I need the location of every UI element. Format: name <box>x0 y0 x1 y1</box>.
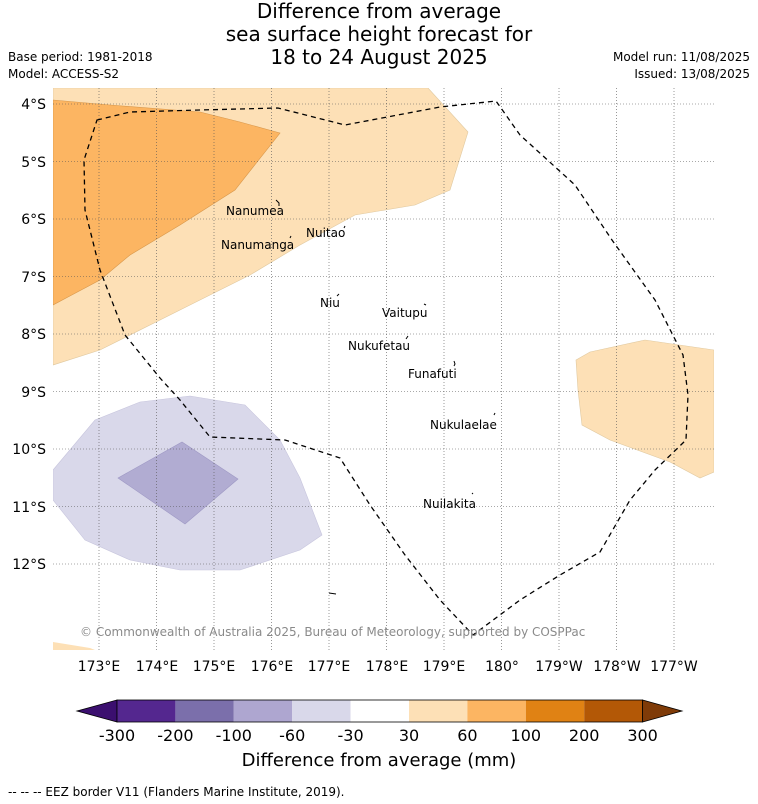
lon-label-177w: 177°W <box>650 659 698 675</box>
colorbar-tick-5: -30 <box>338 726 364 745</box>
colorbar-tick-10: 300 <box>627 726 658 745</box>
colorbar-tick-7: 60 <box>457 726 477 745</box>
island-label-nanumea: Nanumea <box>226 204 284 218</box>
model-run: Model run: 11/08/2025 <box>612 50 750 64</box>
lon-label-178w: 178°W <box>593 659 641 675</box>
vaitupu-island-marker <box>423 303 427 306</box>
lon-label-175e: 175°E <box>193 659 236 675</box>
lat-label-5s: 5°S <box>21 155 46 171</box>
eez-footnote: -- -- -- EEZ border V11 (Flanders Marine… <box>8 785 345 799</box>
map-title: Difference from average sea surface heig… <box>0 0 758 69</box>
funafuti-island-marker <box>453 360 456 367</box>
colorbar-bin-2 <box>175 700 234 722</box>
anomaly-neg60-region <box>117 441 239 525</box>
nukulaelae-island-marker <box>493 412 496 416</box>
colorbar-bin-1 <box>117 700 176 722</box>
lat-label-9s: 9°S <box>21 385 46 401</box>
colorbar-bin-5 <box>350 700 409 722</box>
small-reef-marker <box>328 592 337 595</box>
nukufetau-island-marker <box>405 335 409 340</box>
anomaly-east-region <box>575 339 714 479</box>
lon-label-178e: 178°E <box>366 659 409 675</box>
lat-label-11s: 11°S <box>12 500 46 516</box>
colorbar-frame <box>116 699 643 723</box>
colorbar-label: Difference from average (mm) <box>241 750 517 771</box>
lon-label-179e: 179°E <box>423 659 466 675</box>
lat-label-6s: 6°S <box>21 212 46 228</box>
nanumanga-island-marker <box>289 235 292 239</box>
colorbar-tick-8: 100 <box>511 726 542 745</box>
island-label-nukulaelae: Nukulaelae <box>430 418 497 432</box>
eez-border <box>83 100 689 636</box>
island-label-funafuti: Funafuti <box>408 367 457 381</box>
colorbar-bin-9 <box>584 700 643 722</box>
base-period: Base period: 1981-2018 <box>8 50 153 64</box>
colorbar-tick-4: -60 <box>279 726 305 745</box>
nanumea-island-marker <box>275 199 280 206</box>
colorbar-extend-max <box>642 699 684 723</box>
colorbar-tick-2: -200 <box>157 726 193 745</box>
island-label-nuitao: Nuitao <box>306 226 345 240</box>
model-name: Model: ACCESS-S2 <box>8 67 120 81</box>
colorbar-bin-4 <box>292 700 351 722</box>
map-gridlines <box>53 88 714 650</box>
lat-label-10s: 10°S <box>12 442 46 458</box>
nuitao-island-marker <box>343 225 346 229</box>
title-line-2: sea surface height forecast for <box>225 22 533 46</box>
island-label-nuilakita: Nuilakita <box>423 497 476 511</box>
map-plot-area: Nanumea Nuitao Nanumanga Niu Vaitupu Nuk… <box>53 88 714 650</box>
colorbar-tick-1: -300 <box>99 726 135 745</box>
title-line-3: 18 to 24 August 2025 <box>270 45 488 69</box>
nuilakita-island-marker <box>471 492 474 495</box>
lat-label-8s: 8°S <box>21 327 46 343</box>
island-label-niu: Niu <box>320 296 340 310</box>
run-info: Model run: 11/08/2025 Issued: 13/08/2025 <box>613 49 750 83</box>
colorbar-extend-min <box>75 699 118 723</box>
lon-label-177e: 177°E <box>308 659 351 675</box>
colorbar-bin-6 <box>409 700 468 722</box>
island-label-nukufetau: Nukufetau <box>348 339 410 353</box>
lon-label-179w: 179°W <box>535 659 583 675</box>
niu-island-marker <box>336 293 340 297</box>
lat-label-12s: 12°S <box>12 557 46 573</box>
colorbar-tick-6: 30 <box>399 726 419 745</box>
anomaly-bottom-left-region <box>53 642 95 650</box>
island-label-nanumanga: Nanumanga <box>221 238 294 252</box>
lat-label-4s: 4°S <box>21 97 46 113</box>
island-label-vaitupu: Vaitupu <box>382 306 428 320</box>
colorbar-bin-3 <box>233 700 293 722</box>
colorbar-bin-8 <box>525 700 585 722</box>
lon-label-176e: 176°E <box>251 659 294 675</box>
colorbar-bin-7 <box>467 700 526 722</box>
copyright-notice: © Commonwealth of Australia 2025, Bureau… <box>80 625 585 639</box>
lon-label-173e: 173°E <box>78 659 121 675</box>
lat-label-7s: 7°S <box>21 270 46 286</box>
colorbar <box>75 699 684 723</box>
lon-label-174e: 174°E <box>136 659 179 675</box>
colorbar-tick-9: 200 <box>569 726 600 745</box>
colorbar-tick-3: -100 <box>216 726 252 745</box>
issued-date: Issued: 13/08/2025 <box>634 67 750 81</box>
base-info: Base period: 1981-2018 Model: ACCESS-S2 <box>8 49 153 83</box>
island-markers <box>275 199 496 595</box>
lon-label-180: 180° <box>485 659 519 675</box>
anomaly-60-100-region <box>53 99 281 306</box>
title-line-1: Difference from average <box>256 0 502 23</box>
